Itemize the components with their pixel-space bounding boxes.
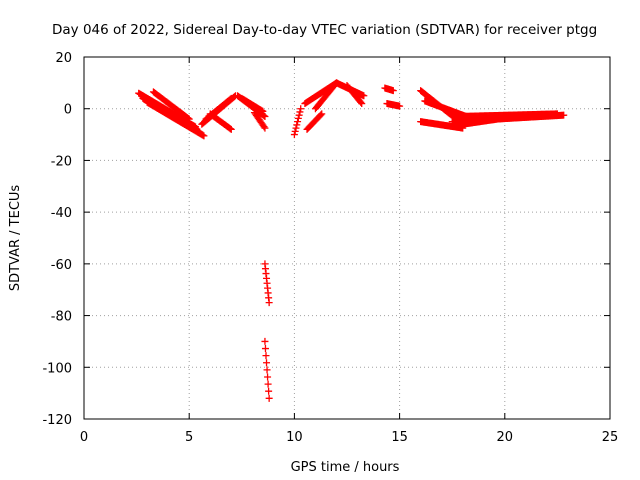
data-point (226, 125, 234, 133)
series-arc-g3 (417, 118, 467, 132)
series-drop-2 (261, 337, 273, 402)
x-tick-label: 15 (391, 430, 408, 445)
data-point (261, 112, 269, 120)
data-point (265, 387, 273, 395)
series-arc-e2 (343, 81, 366, 108)
data-point (263, 359, 271, 367)
data-point (265, 299, 273, 307)
y-tick-label: -120 (42, 413, 72, 428)
data-point (261, 337, 269, 345)
data-point (358, 100, 366, 108)
series-arc-f2 (383, 100, 404, 110)
x-tick-label: 25 (602, 430, 619, 445)
data-point (396, 102, 404, 110)
x-tick-label: 0 (80, 430, 88, 445)
data-point (360, 92, 368, 100)
y-tick-label: -100 (42, 361, 72, 376)
series-arc-c3 (250, 109, 269, 132)
data-point (318, 110, 326, 118)
data-point (296, 108, 304, 116)
data-point (263, 366, 271, 374)
data-point (262, 352, 270, 360)
data-point (265, 394, 273, 402)
y-tick-label: -40 (51, 206, 72, 221)
data-point (317, 111, 325, 119)
plot-frame (83, 56, 611, 420)
data-point (294, 114, 302, 122)
series-arc-b3 (206, 110, 235, 133)
data-point (261, 124, 269, 132)
x-tick-label: 5 (185, 430, 193, 445)
y-tick-label: -80 (51, 310, 72, 325)
data-point (511, 112, 519, 120)
data-point (260, 112, 268, 120)
y-tick-label: -20 (51, 154, 72, 169)
x-tick-label: 20 (497, 430, 514, 445)
data-point (295, 111, 303, 119)
data-point (389, 87, 397, 95)
series-arc-d2 (303, 110, 326, 133)
x-axis-label: GPS time / hours (291, 460, 400, 475)
data-point (227, 94, 235, 102)
series-arc-h3 (459, 112, 519, 128)
data-point (290, 131, 298, 139)
data-point (200, 132, 208, 140)
data-point (291, 127, 299, 135)
series-arc-a4 (149, 88, 193, 123)
series-arc-h2 (455, 110, 561, 120)
data-point (259, 107, 267, 115)
data-point (260, 123, 268, 131)
data-point (184, 114, 192, 122)
x-tick-label: 10 (286, 430, 303, 445)
chart-title: Day 046 of 2022, Sidereal Day-to-day VTE… (52, 22, 597, 38)
data-point (292, 124, 300, 132)
data-point (297, 105, 305, 113)
series-arc-c2 (238, 94, 267, 115)
data-point (294, 118, 302, 126)
series-arc-a3 (143, 98, 208, 140)
data-point (261, 345, 269, 353)
data-point (357, 98, 365, 106)
data-point (560, 111, 568, 119)
series-drop-1 (261, 260, 273, 307)
data-point (264, 380, 272, 388)
axis-ticks: 0 5 10 15 20 25 20 0 -20 -40 -60 -80 -100 -120 (42, 51, 618, 445)
data-point (226, 95, 234, 103)
data-points (135, 79, 568, 402)
data-point (553, 110, 561, 118)
y-tick-label: 20 (55, 51, 72, 66)
y-tick-label: 0 (64, 103, 72, 118)
y-tick-label: -60 (51, 258, 72, 273)
series-arc-b2 (202, 94, 235, 123)
y-axis-label: SDTVAR / TECUs (8, 185, 23, 292)
data-point (227, 125, 235, 133)
data-point (264, 373, 272, 381)
data-point (293, 121, 301, 129)
data-point (185, 115, 193, 123)
series-arc-f1 (381, 84, 397, 95)
series-arc-d1 (290, 105, 305, 139)
